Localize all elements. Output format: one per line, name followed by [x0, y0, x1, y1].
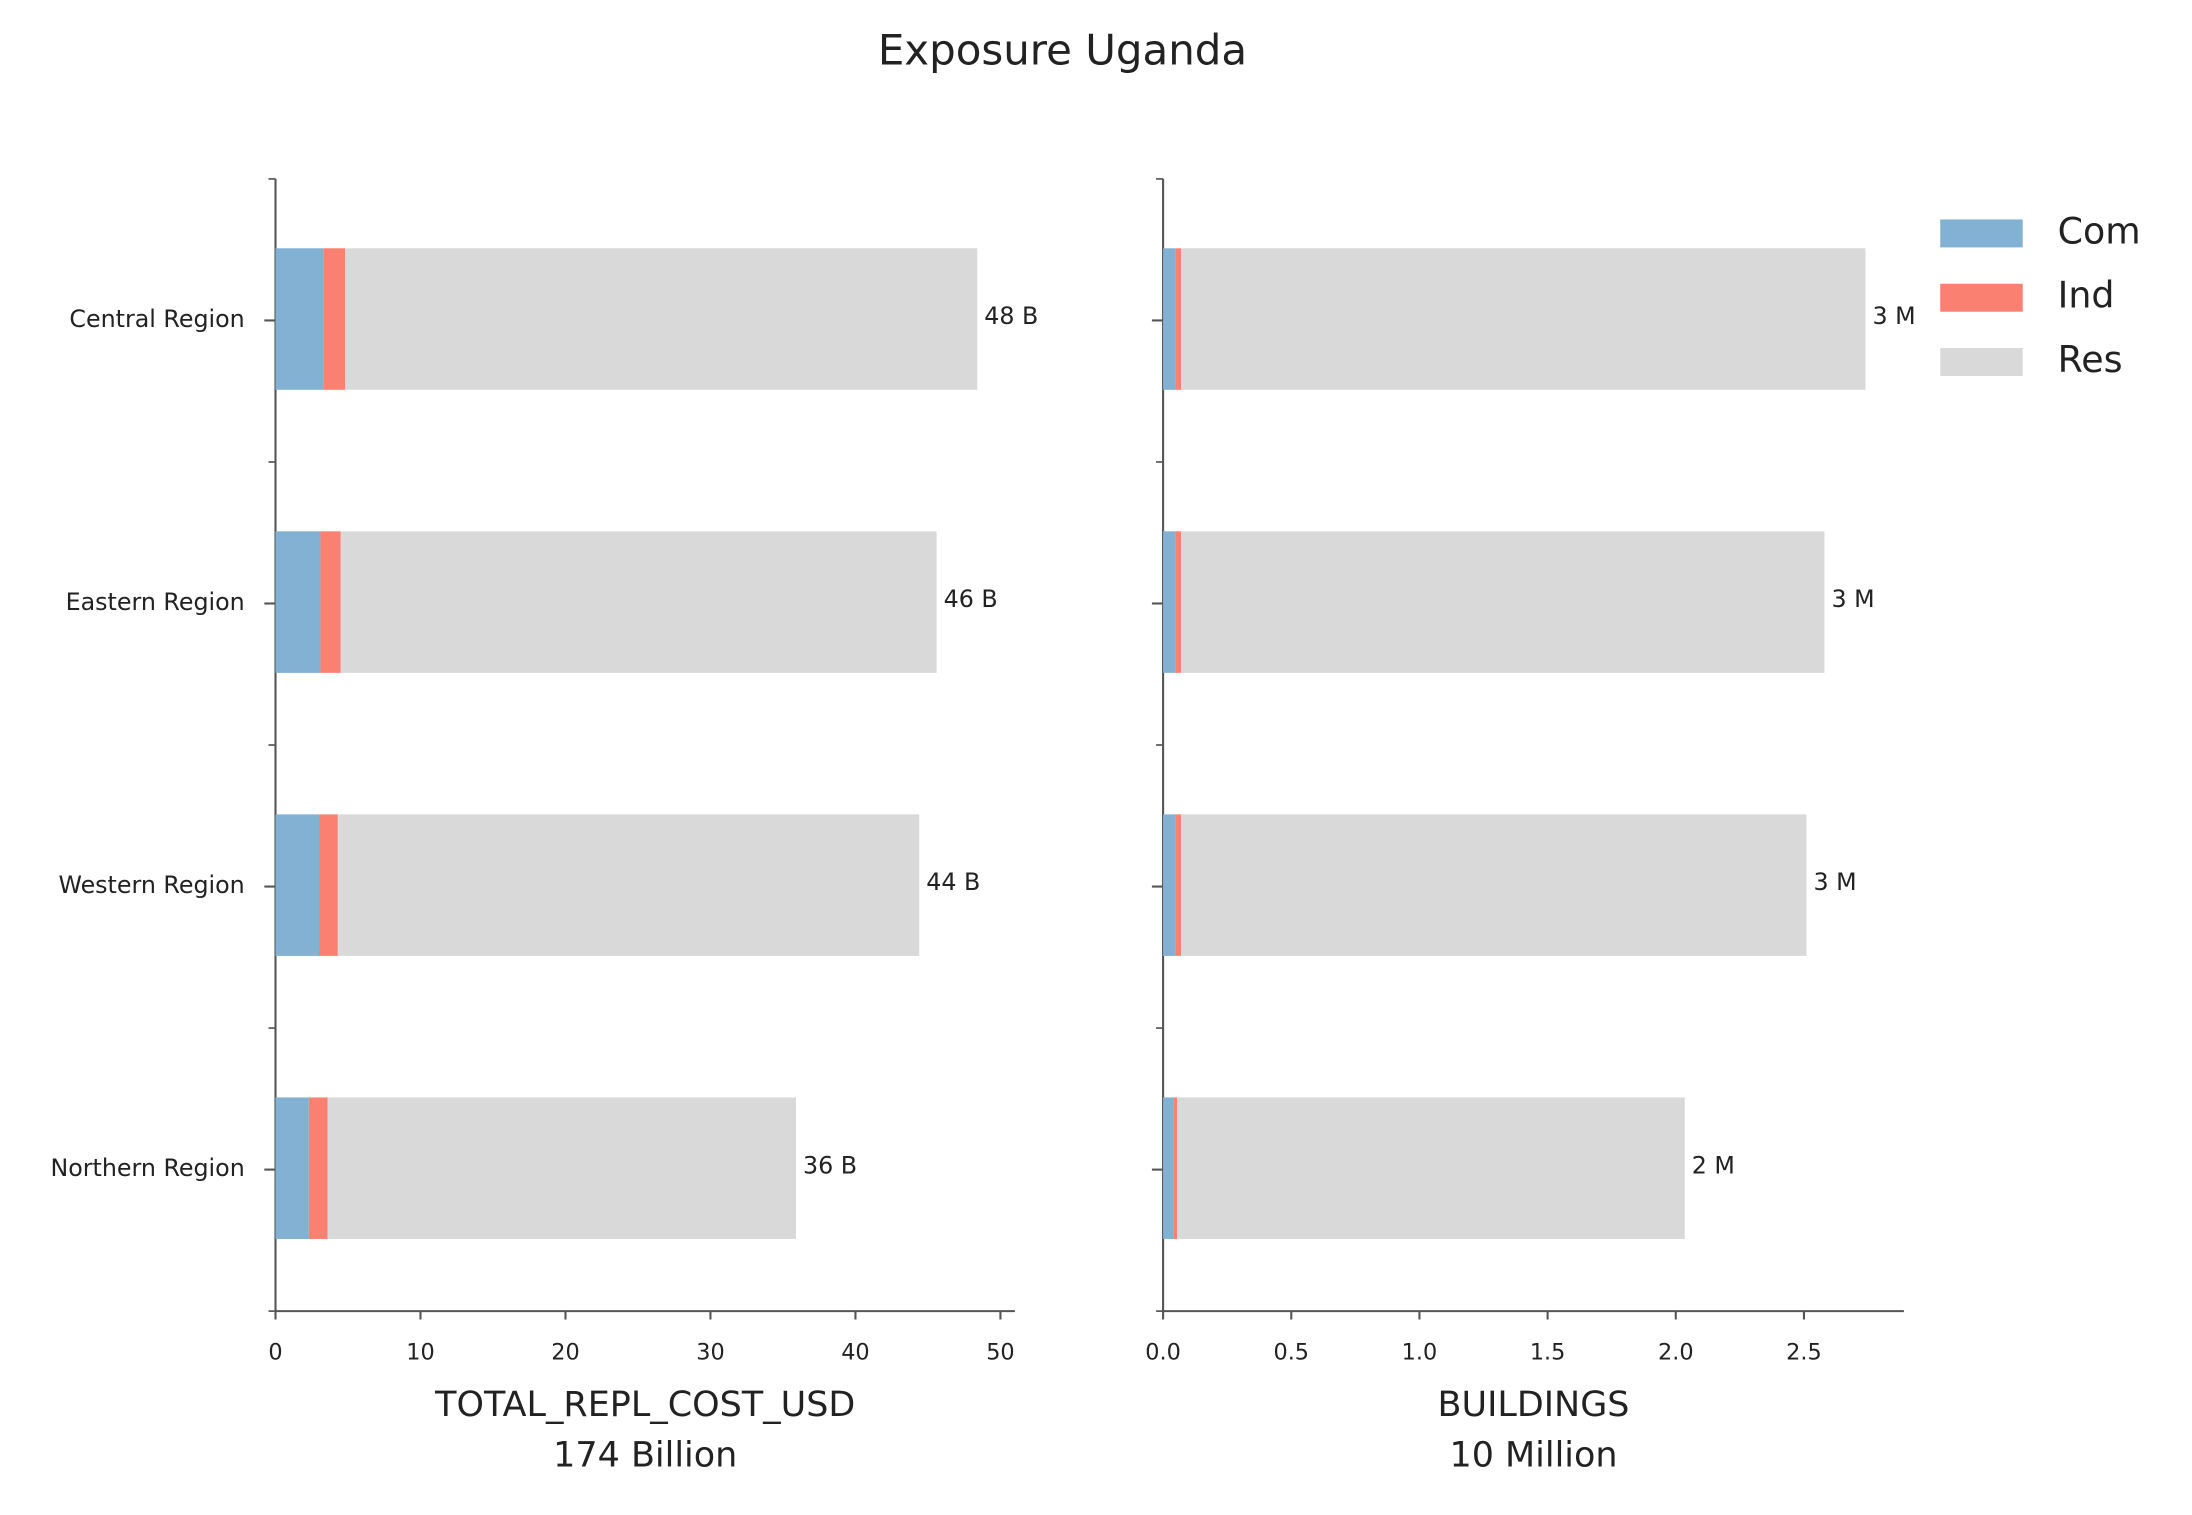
bar-segment	[1163, 248, 1176, 390]
x-tick-label: 2.0	[1658, 1340, 1694, 1366]
x-tick-label: 0.0	[1145, 1340, 1181, 1366]
bar-segment	[275, 814, 319, 956]
chart-title: Exposure Uganda	[878, 26, 1247, 75]
bar-segment	[1175, 248, 1182, 390]
bar-segment	[327, 1097, 797, 1239]
bar-segment	[1177, 1097, 1685, 1239]
bar-segment	[1173, 1097, 1178, 1239]
bar-segment	[1181, 531, 1825, 673]
y-tick-label: Eastern Region	[66, 588, 245, 616]
bar-segment	[337, 814, 920, 956]
bar-segment	[320, 531, 341, 673]
x-tick-label: 0.5	[1273, 1340, 1309, 1366]
bar-segment	[340, 531, 937, 673]
y-tick-label: Western Region	[58, 871, 244, 899]
bar-segment	[1163, 1097, 1174, 1239]
x-tick-label: 0	[268, 1340, 282, 1366]
legend-label: Ind	[2058, 274, 2115, 317]
bar-segment	[1163, 814, 1176, 956]
total-label: 2 M	[1692, 1151, 1735, 1179]
x-axis-total: 174 Billion	[553, 1435, 737, 1475]
bar-segment	[318, 814, 338, 956]
x-tick-label: 20	[551, 1340, 579, 1366]
bar-segment	[345, 248, 978, 390]
x-tick-label: 1.5	[1530, 1340, 1566, 1366]
bar-segment	[323, 248, 346, 390]
bar-segment	[1181, 814, 1807, 956]
bar-segment	[308, 1097, 328, 1239]
x-tick-label: 10	[406, 1340, 434, 1366]
x-axis-title: TOTAL_REPL_COST_USD	[434, 1385, 855, 1425]
total-label: 44 B	[926, 868, 980, 896]
legend-swatch	[1940, 219, 2023, 248]
x-tick-label: 1.0	[1402, 1340, 1438, 1366]
bar-segment	[1163, 531, 1176, 673]
y-tick-label: Central Region	[69, 305, 244, 333]
x-axis-title: BUILDINGS	[1438, 1385, 1630, 1425]
legend-label: Res	[2058, 338, 2123, 381]
legend-swatch	[1940, 283, 2023, 312]
x-axis-total: 10 Million	[1449, 1435, 1617, 1475]
x-tick-label: 40	[841, 1340, 869, 1366]
total-label: 36 B	[803, 1151, 857, 1179]
bar-segment	[275, 531, 321, 673]
bar-segment	[275, 248, 324, 390]
legend-label: Com	[2058, 209, 2141, 252]
total-label: 46 B	[944, 585, 998, 613]
bar-segment	[275, 1097, 309, 1239]
x-tick-label: 30	[696, 1340, 724, 1366]
bar-segment	[1175, 814, 1182, 956]
x-tick-label: 50	[986, 1340, 1014, 1366]
x-tick-label: 2.5	[1786, 1340, 1822, 1366]
total-label: 3 M	[1872, 302, 1915, 330]
bar-segment	[1175, 531, 1182, 673]
total-label: 3 M	[1813, 868, 1856, 896]
total-label: 48 B	[984, 302, 1038, 330]
total-label: 3 M	[1831, 585, 1874, 613]
bar-segment	[1181, 248, 1866, 390]
legend-swatch	[1940, 348, 2023, 377]
y-tick-label: Northern Region	[50, 1154, 244, 1182]
